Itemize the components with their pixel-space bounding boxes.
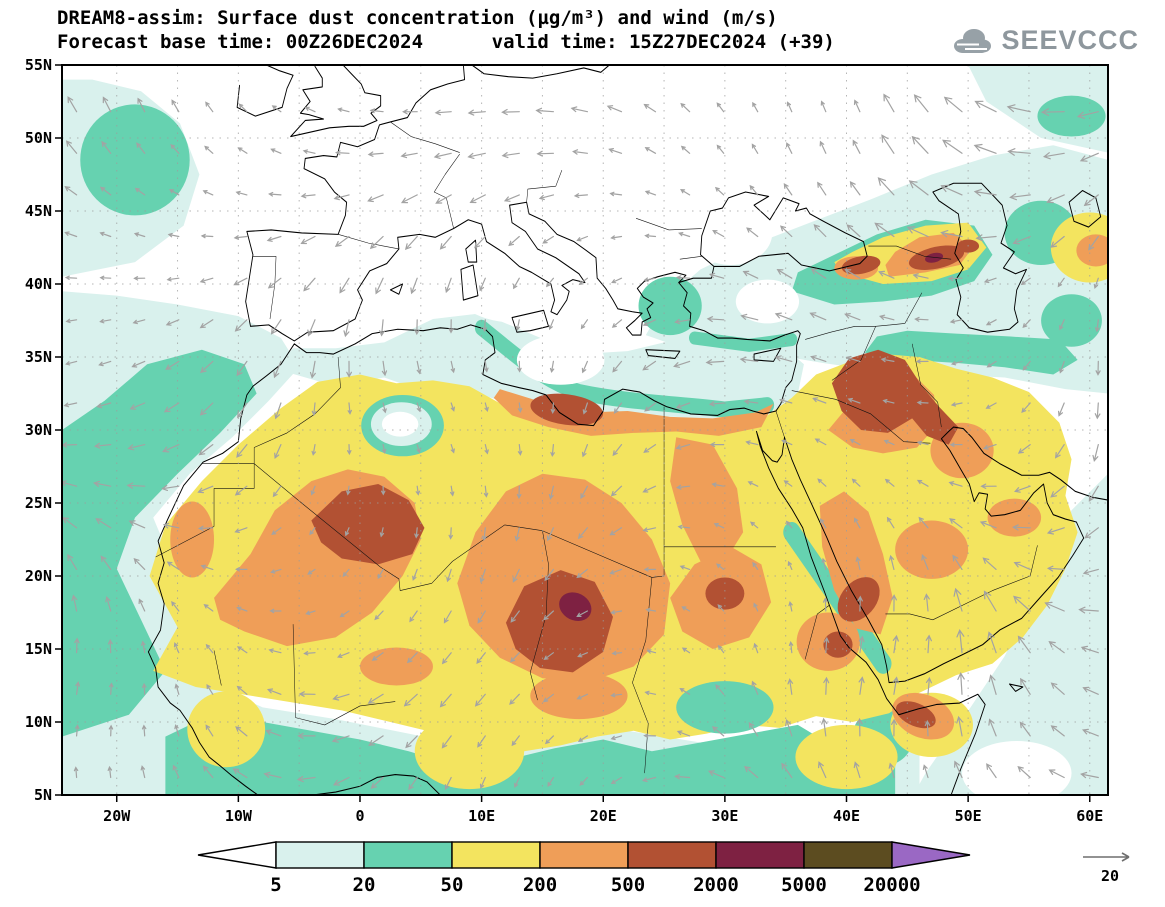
wind-reference-label: 20 [1101, 867, 1119, 885]
legend-band [363, 841, 453, 869]
legend-band [539, 841, 629, 869]
chart-subtitle: Forecast base time: 00Z26DEC2024 valid t… [57, 31, 835, 53]
legend-level-label: 200 [523, 874, 557, 896]
legend-level-label: 5000 [781, 874, 827, 896]
lon-tick-label: 30E [711, 807, 738, 825]
legend-band [275, 841, 365, 869]
lat-tick-label: 10N [25, 713, 52, 731]
logo-text: SEEVCCC [1001, 24, 1139, 55]
map-panel [61, 64, 1109, 796]
wind-reference: 20 [1083, 852, 1130, 885]
color-legend: 5 20 50 200 500 2000 5000 20000 [197, 841, 971, 896]
lat-tick-label: 5N [34, 786, 52, 804]
lat-tick-label: 25N [25, 494, 52, 512]
wind-arrows [62, 93, 1101, 791]
lon-tick-label: 10W [225, 807, 253, 825]
legend-level-label: 20 [353, 874, 376, 896]
coastline-caspian [932, 182, 1102, 333]
legend-level-label: 5 [270, 874, 281, 896]
seevccc-logo: SEEVCCC [950, 24, 1139, 56]
chart-title: DREAM8-assim: Surface dust concentration… [57, 7, 778, 29]
cloud-icon [954, 29, 992, 53]
lon-tick-label: 50E [955, 807, 982, 825]
legend-band [627, 841, 717, 869]
legend-level-label: 50 [441, 874, 464, 896]
dust-field [62, 65, 1108, 795]
lat-tick-label: 40N [25, 275, 52, 293]
coastline-arabia [784, 426, 1108, 684]
legend-band [715, 841, 805, 869]
lat-tick-label: 20N [25, 567, 52, 585]
lat-tick-label: 35N [25, 348, 52, 366]
legend-band [803, 841, 893, 869]
lon-tick-label: 0 [355, 807, 364, 825]
grid-lines [62, 65, 1108, 795]
lon-tick-label: 60E [1076, 807, 1103, 825]
legend-band [451, 841, 541, 869]
legend-above-arrow [891, 841, 971, 869]
dust-layer-brick [311, 239, 980, 729]
coastline-africa [147, 324, 986, 795]
legend-below-arrow [197, 841, 277, 869]
wind-reference-arrow [1083, 852, 1130, 862]
dust-layer-teal [62, 349, 257, 737]
coastline-europe [245, 65, 868, 412]
lon-tick-label: 10E [468, 807, 495, 825]
lat-tick-label: 50N [25, 129, 52, 147]
lat-tick-label: 45N [25, 202, 52, 220]
wind-arrow-field [62, 93, 1101, 791]
legend-level-label: 500 [611, 874, 645, 896]
lon-tick-label: 20W [103, 807, 131, 825]
lon-tick-label: 20E [590, 807, 617, 825]
coastline-islands [389, 239, 1024, 692]
lat-tick-label: 15N [25, 640, 52, 658]
lat-tick-label: 55N [25, 56, 52, 74]
dust-layer-cyan [62, 291, 920, 795]
lon-tick-label: 40E [833, 807, 860, 825]
axes: 5N 10N 15N 20N 25N 30N 35N 40N 45N 50N 55N 20W 10W 0 1… [25, 56, 1103, 825]
legend-level-label: 20000 [863, 874, 920, 896]
legend-level-label: 2000 [693, 874, 739, 896]
lat-tick-label: 30N [25, 421, 52, 439]
